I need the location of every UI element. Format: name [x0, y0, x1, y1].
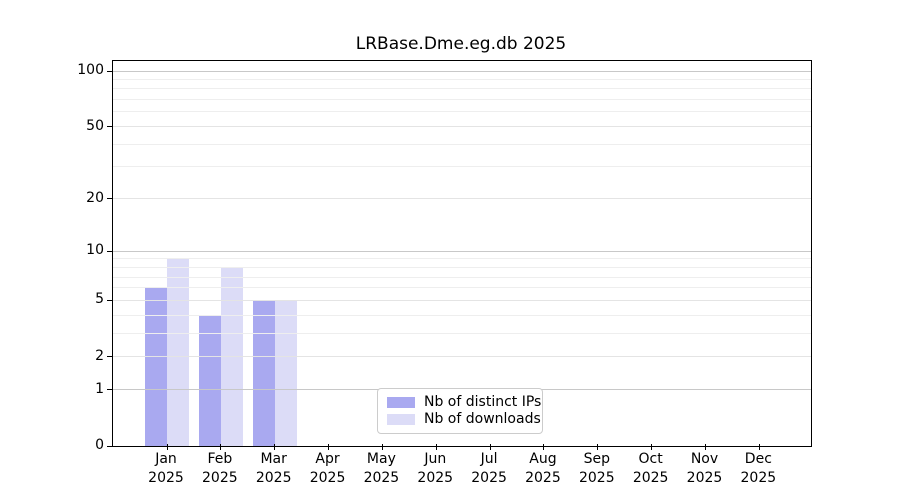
y-gridline-minor [113, 143, 811, 145]
x-tick-label: May 2025 [363, 451, 400, 486]
x-tick [543, 444, 545, 450]
y-gridline-minor [113, 88, 811, 90]
legend-item-downloads: Nb of downloads [387, 411, 541, 428]
y-tick [107, 126, 113, 128]
y-gridline [113, 126, 811, 128]
y-gridline-minor [113, 258, 811, 260]
x-tick [435, 444, 437, 450]
y-gridline-minor [113, 276, 811, 278]
y-tick [107, 445, 113, 447]
y-tick [107, 70, 113, 72]
bar-distinct-ips [145, 287, 167, 446]
bar-downloads [274, 300, 297, 446]
y-tick [107, 299, 113, 301]
y-tick [107, 198, 113, 200]
legend-label-distinct-ips: Nb of distinct IPs [424, 394, 542, 410]
x-tick [758, 444, 760, 450]
x-tick-label: Jul 2025 [471, 451, 507, 486]
y-tick-label: 100 [77, 62, 104, 78]
bar-distinct-ips [252, 300, 275, 446]
x-tick-label: Dec 2025 [740, 451, 777, 486]
y-tick-label: 5 [95, 291, 104, 308]
y-tick-label: 10 [86, 242, 104, 259]
y-tick-label: 0 [95, 437, 104, 453]
x-tick-label: Mar 2025 [255, 451, 292, 486]
legend-swatch-distinct-ips [387, 397, 415, 408]
y-tick-label: 1 [95, 380, 104, 397]
chart-title: LRBase.Dme.eg.db 2025 [355, 34, 567, 54]
x-tick-label: Feb 2025 [202, 451, 238, 486]
y-gridline-minor [113, 266, 811, 268]
y-gridline [113, 198, 811, 200]
y-gridline [113, 299, 811, 301]
x-tick [381, 444, 383, 450]
x-tick [651, 444, 653, 450]
y-gridline [113, 250, 811, 252]
legend-item-distinct-ips: Nb of distinct IPs [387, 394, 541, 411]
y-gridline-minor [113, 287, 811, 289]
y-gridline-minor [113, 78, 811, 80]
x-tick [328, 444, 330, 450]
y-tick [107, 389, 113, 391]
bar-distinct-ips [198, 315, 221, 446]
x-tick [597, 444, 599, 450]
bar-downloads [167, 258, 189, 446]
x-tick [274, 444, 276, 450]
x-tick-label: Nov 2025 [686, 451, 723, 486]
plot-area [107, 60, 812, 450]
x-tick-label: Oct 2025 [632, 451, 669, 486]
legend-swatch-downloads [387, 414, 415, 425]
y-gridline-minor [113, 332, 811, 334]
x-tick [220, 444, 222, 450]
x-tick [489, 444, 491, 450]
y-tick-label: 50 [86, 117, 104, 134]
y-tick-label: 2 [95, 347, 104, 364]
x-tick-label: Apr 2025 [309, 451, 346, 486]
y-gridline-minor [113, 111, 811, 113]
x-tick-label: Jun 2025 [417, 451, 454, 486]
y-gridline-minor [113, 166, 811, 168]
legend: Nb of distinct IPs Nb of downloads [377, 388, 543, 434]
x-tick-label: Sep 2025 [578, 451, 615, 486]
y-gridline-minor [113, 99, 811, 101]
x-tick [705, 444, 706, 450]
x-tick-label: Jan 2025 [148, 451, 184, 486]
y-gridline-minor [113, 314, 811, 316]
legend-label-downloads: Nb of downloads [424, 411, 541, 427]
y-tick [107, 356, 113, 358]
y-tick-label: 20 [86, 189, 104, 206]
x-tick [166, 444, 168, 450]
y-gridline [113, 356, 811, 358]
y-gridline [113, 70, 811, 72]
y-tick [107, 250, 113, 252]
x-tick-label: Aug 2025 [525, 451, 561, 486]
